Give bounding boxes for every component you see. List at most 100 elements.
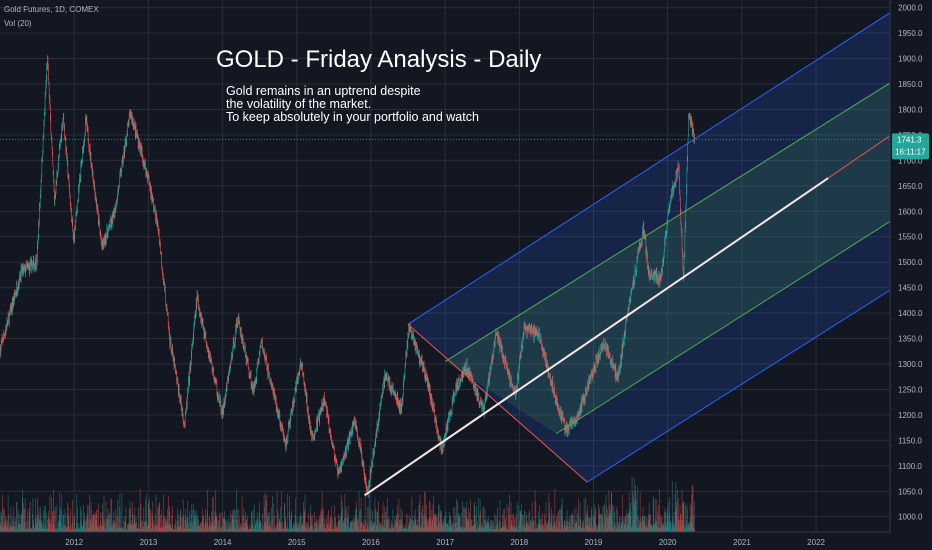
time-axis[interactable]: 2012 2013 2014 2015 2016 2017 2018 2019 2020 2021… [65,538,825,547]
volume-bar [249,522,251,532]
volume-bar [553,514,555,532]
volume-bar [575,507,577,532]
time-tick-label: 2013 [140,538,158,547]
volume-bar [409,514,410,532]
volume-bar [24,508,25,532]
volume-bar [683,502,684,532]
volume-bar [445,515,446,532]
volume-bar [166,524,168,532]
analysis-annotation[interactable]: GOLD - Friday Analysis - Daily Gold rema… [216,46,541,124]
volume-bar [349,522,351,532]
volume-bar [71,529,72,532]
volume-bar [622,523,624,532]
volume-bar [197,529,199,532]
volume-bar [429,500,430,532]
volume-bar [630,528,632,532]
volume-bar [130,507,132,532]
volume-bar [648,502,650,532]
volume-bar [441,511,442,532]
volume-bar [151,516,153,532]
volume-bar [572,528,574,532]
volume-bar [452,521,454,532]
volume-bar [399,519,401,532]
volume-bar [95,514,97,532]
volume-bar [625,518,626,532]
volume-bar [164,526,166,532]
volume-bar [413,525,415,532]
volume-bar [499,529,500,532]
volume-bar [670,521,671,532]
volume-bar [59,522,61,532]
volume-bar [237,509,238,532]
volume-bar [398,525,400,532]
volume-bar [175,529,177,532]
volume-bar [320,522,322,532]
volume-bar [104,529,106,532]
time-tick-label: 2022 [807,538,825,547]
volume-bar [677,517,679,532]
volume-bar [74,528,76,532]
volume-bar [507,529,509,532]
volume-bar [645,516,647,532]
volume-bar [345,509,347,532]
volume-bar [538,524,539,532]
volume-bar [231,529,232,532]
volume-bar [290,522,292,532]
volume-bar [619,528,621,532]
volume-bar [595,508,596,532]
volume-bar [430,521,432,532]
volume-bar [203,515,204,532]
volume-bar [482,507,484,532]
volume-bar [196,524,198,532]
volume-bar [327,515,329,532]
volume-bar [56,529,57,532]
volume-bar [26,521,27,532]
volume-bar [630,502,631,532]
volume-bar [393,527,394,532]
volume-bar [112,525,114,532]
volume-bar [224,518,226,532]
volume-bar [29,501,31,532]
volume-bar [684,524,686,532]
volume-bar [653,522,655,532]
volume-bar [163,529,165,532]
volume-bar [288,528,289,532]
volume-bar [567,526,569,532]
volume-bar [579,525,581,532]
volume-bar [244,526,245,532]
volume-bar [487,519,489,532]
volume-bar [491,528,493,532]
volume-bar [117,517,119,532]
volume-bar [226,529,228,532]
volume-bar [120,529,122,532]
volume-bar [323,528,325,532]
price-axis[interactable]: 1000.01050.01100.01150.01200.01250.01300… [898,4,923,522]
volume-bar [177,507,178,532]
volume-bar [556,526,558,532]
volume-bar [57,528,59,532]
volume-bar [468,518,470,532]
volume-bar [11,528,13,532]
volume-bar [361,521,362,532]
volume-bar [336,527,338,532]
volume-bar [659,527,661,532]
volume-bar [187,500,189,532]
volume-bar [566,510,568,532]
volume-bar [233,510,234,532]
volume-bar [245,522,247,532]
volume-bar [435,515,437,532]
volume-bar [485,522,486,532]
volume-bar [290,513,292,532]
volume-bar [542,524,544,532]
volume-bar [115,523,117,532]
volume-bar [211,511,212,532]
volume-bar [297,529,299,532]
volume-bar [393,529,395,532]
volume-bar [304,494,306,532]
volume-bar [353,520,355,532]
volume-bar [440,513,442,532]
volume-bar [91,516,93,532]
volume-bar [646,517,648,532]
volume-bar [520,510,522,532]
